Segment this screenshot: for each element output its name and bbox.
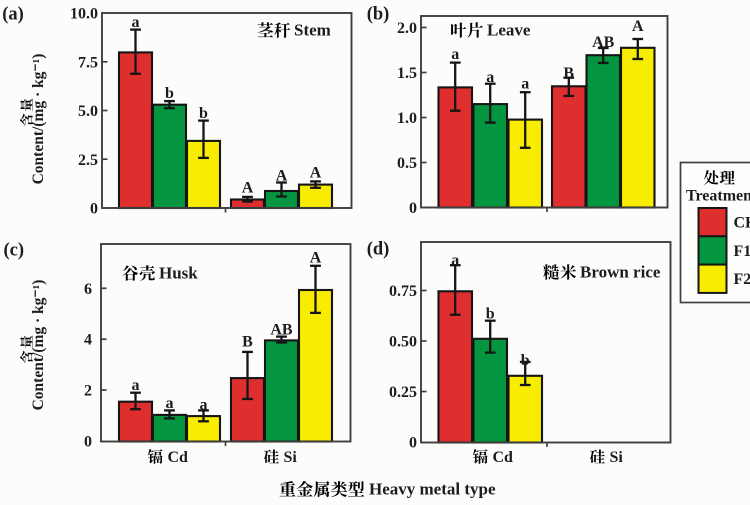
- svg-text:Content/(mg · kg⁻¹): Content/(mg · kg⁻¹): [30, 54, 47, 185]
- svg-text:B: B: [242, 334, 253, 351]
- svg-text:b: b: [521, 352, 530, 369]
- svg-text:Si: Si: [610, 449, 624, 466]
- svg-text:(b): (b): [367, 5, 390, 25]
- svg-text:b: b: [199, 105, 208, 122]
- svg-text:Cd: Cd: [493, 449, 514, 466]
- svg-text:Stem: Stem: [294, 21, 331, 40]
- svg-text:AB: AB: [592, 34, 615, 51]
- svg-text:0.5: 0.5: [397, 155, 417, 172]
- svg-text:2.0: 2.0: [397, 20, 417, 37]
- svg-text:Treatment: Treatment: [686, 188, 750, 205]
- svg-text:a: a: [486, 69, 494, 86]
- svg-text:b: b: [165, 85, 174, 102]
- svg-text:A: A: [310, 165, 322, 182]
- svg-text:0.25: 0.25: [389, 384, 417, 401]
- svg-text:A: A: [632, 18, 644, 35]
- svg-text:CK: CK: [734, 215, 750, 232]
- svg-text:F2: F2: [734, 271, 750, 288]
- svg-text:Brown rice: Brown rice: [580, 263, 661, 282]
- svg-text:7.5: 7.5: [78, 54, 98, 71]
- svg-text:0.75: 0.75: [389, 283, 417, 300]
- svg-text:a: a: [451, 252, 459, 269]
- svg-text:(c): (c): [4, 241, 25, 261]
- svg-text:10.0: 10.0: [70, 6, 98, 23]
- svg-text:Content/(mg · kg⁻¹): Content/(mg · kg⁻¹): [30, 280, 47, 411]
- svg-text:0: 0: [409, 435, 417, 452]
- svg-text:A: A: [242, 180, 254, 197]
- svg-text:a: a: [132, 14, 140, 31]
- svg-text:2: 2: [84, 383, 92, 400]
- svg-text:0.50: 0.50: [389, 334, 417, 351]
- svg-text:Leave: Leave: [487, 21, 531, 40]
- svg-text:0: 0: [409, 200, 417, 217]
- svg-text:6: 6: [84, 281, 92, 298]
- svg-text:0: 0: [84, 434, 92, 451]
- svg-text:1.0: 1.0: [397, 110, 417, 127]
- svg-text:AB: AB: [270, 322, 293, 339]
- svg-text:a: a: [132, 377, 140, 394]
- svg-text:4: 4: [84, 332, 92, 349]
- svg-text:a: a: [200, 397, 208, 414]
- svg-text:2.5: 2.5: [78, 152, 98, 169]
- svg-text:A: A: [310, 250, 322, 267]
- svg-text:0: 0: [90, 201, 98, 218]
- svg-text:Si: Si: [284, 449, 298, 466]
- svg-text:Husk: Husk: [159, 264, 198, 283]
- svg-text:(d): (d): [367, 240, 390, 260]
- svg-text:A: A: [276, 168, 288, 185]
- svg-text:B: B: [563, 65, 574, 82]
- svg-text:a: a: [451, 46, 459, 63]
- svg-text:Cd: Cd: [168, 449, 189, 466]
- svg-text:1.5: 1.5: [397, 65, 417, 82]
- svg-text:F1: F1: [734, 243, 750, 260]
- svg-text:5.0: 5.0: [78, 103, 98, 120]
- svg-text:a: a: [521, 76, 529, 93]
- svg-text:b: b: [486, 306, 495, 323]
- svg-text:Heavy metal type: Heavy metal type: [369, 480, 496, 499]
- svg-text:a: a: [166, 395, 174, 412]
- svg-text:(a): (a): [2, 5, 24, 25]
